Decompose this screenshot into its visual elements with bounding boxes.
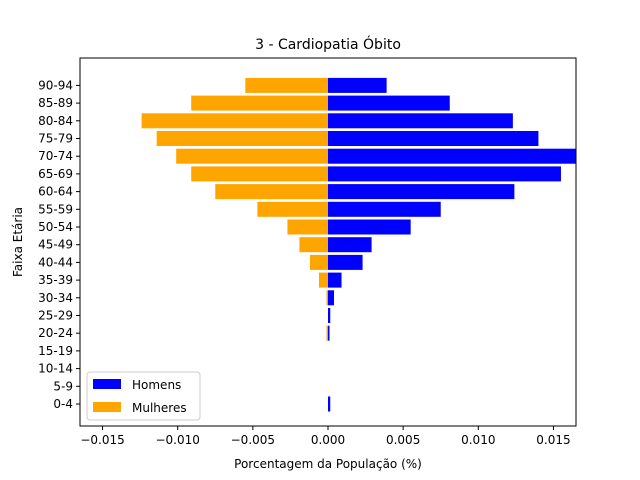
y-tick-label: 90-94 xyxy=(38,78,73,92)
bar-homens-35-39 xyxy=(328,272,342,288)
y-tick-label: 5-9 xyxy=(53,379,73,393)
y-axis-label: Faixa Etária xyxy=(11,207,25,277)
chart-title: 3 - Cardiopatia Óbito xyxy=(255,35,401,53)
bar-homens-45-49 xyxy=(328,237,372,253)
y-tick-label: 65-69 xyxy=(38,167,73,181)
bar-mulheres-85-89 xyxy=(191,95,328,111)
bar-mulheres-80-84 xyxy=(141,113,328,129)
y-tick-label: 0-4 xyxy=(53,397,73,411)
bar-homens-20-24 xyxy=(328,325,330,341)
y-tick-label: 85-89 xyxy=(38,96,73,110)
bars-group xyxy=(141,77,576,412)
bar-homens-75-79 xyxy=(328,131,539,146)
ticks-group: 0-4 5-9 10-14 15-19 20-24 25-29 30-34 35-39 40-4… xyxy=(38,78,571,447)
legend-swatch-mulheres xyxy=(93,402,121,412)
y-tick-label: 75-79 xyxy=(38,132,73,146)
x-tick-label: −0.005 xyxy=(231,433,275,447)
y-tick-label: 40-44 xyxy=(38,255,73,269)
bar-homens-0-4 xyxy=(328,396,331,412)
plot-frame xyxy=(79,57,577,427)
legend-label-mulheres: Mulheres xyxy=(132,401,187,415)
bar-homens-40-44 xyxy=(328,254,363,270)
x-tick-label: −0.010 xyxy=(155,433,199,447)
y-tick-label: 80-84 xyxy=(38,114,73,128)
y-tick-label: 20-24 xyxy=(38,326,73,340)
y-tick-label: 70-74 xyxy=(38,149,73,163)
y-tick-label: 15-19 xyxy=(38,344,73,358)
y-tick-label: 30-34 xyxy=(38,291,73,305)
bar-mulheres-55-59 xyxy=(257,201,328,217)
bar-mulheres-40-44 xyxy=(309,254,328,270)
y-tick-label: 60-64 xyxy=(38,185,73,199)
x-tick-label: 0.000 xyxy=(311,433,345,447)
y-tick-label: 50-54 xyxy=(38,220,73,234)
x-tick-label: 0.005 xyxy=(386,433,420,447)
bar-homens-85-89 xyxy=(328,95,450,111)
bar-homens-50-54 xyxy=(328,219,411,235)
y-tick-label: 55-59 xyxy=(38,202,73,216)
legend-label-homens: Homens xyxy=(132,378,181,392)
y-tick-label: 10-14 xyxy=(38,362,73,376)
bar-homens-90-94 xyxy=(328,77,387,93)
bar-homens-30-34 xyxy=(328,290,335,306)
bar-mulheres-70-74 xyxy=(176,148,328,164)
bar-mulheres-35-39 xyxy=(318,272,328,288)
y-tick-label: 45-49 xyxy=(38,238,73,252)
bar-mulheres-90-94 xyxy=(245,77,328,93)
legend-swatch-homens xyxy=(93,379,121,389)
legend: Homens Mulheres xyxy=(86,371,201,421)
bar-mulheres-45-49 xyxy=(299,237,328,253)
bar-mulheres-50-54 xyxy=(287,219,328,235)
bar-mulheres-60-64 xyxy=(215,184,328,200)
bar-homens-25-29 xyxy=(328,308,331,323)
bar-homens-55-59 xyxy=(328,201,441,217)
y-tick-label: 35-39 xyxy=(38,273,73,287)
bar-mulheres-75-79 xyxy=(156,131,328,146)
x-tick-label: −0.015 xyxy=(80,433,124,447)
x-axis-label: Porcentagem da População (%) xyxy=(234,457,422,471)
bar-homens-60-64 xyxy=(328,184,515,200)
bar-mulheres-65-69 xyxy=(191,166,328,182)
bar-homens-80-84 xyxy=(328,113,513,129)
x-tick-label: 0.010 xyxy=(461,433,495,447)
bar-mulheres-30-34 xyxy=(326,290,328,306)
bar-mulheres-20-24 xyxy=(326,325,328,341)
y-tick-label: 25-29 xyxy=(38,309,73,323)
bar-homens-65-69 xyxy=(328,166,561,182)
bar-homens-70-74 xyxy=(328,148,576,164)
x-tick-label: 0.015 xyxy=(536,433,570,447)
